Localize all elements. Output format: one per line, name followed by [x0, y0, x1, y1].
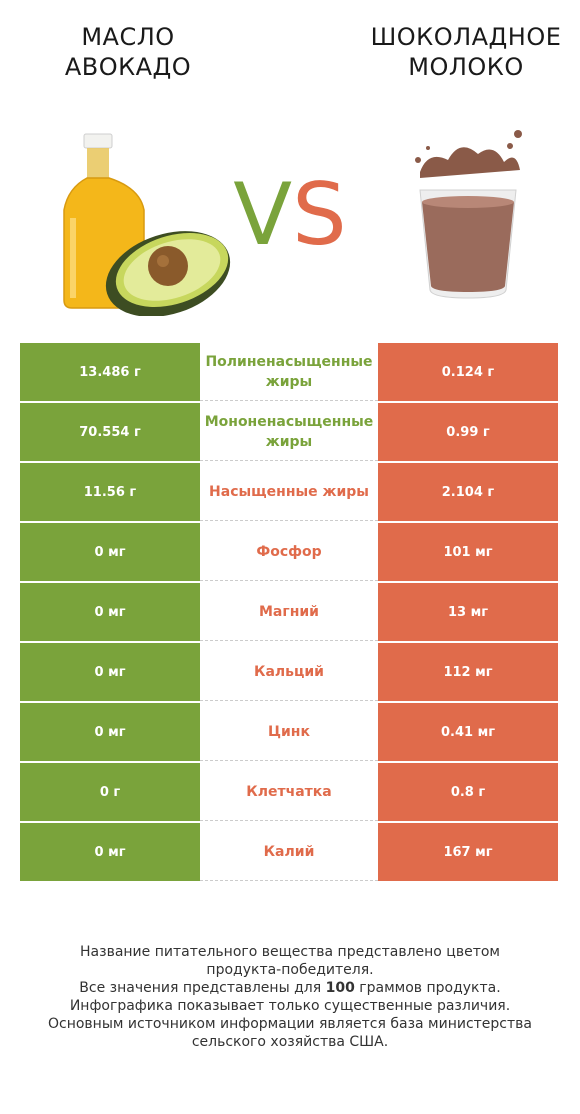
left-title-line1: МАСЛО: [81, 23, 175, 51]
left-value-cell: 13.486 г: [20, 343, 200, 401]
right-value-cell: 112 мг: [378, 643, 558, 701]
left-value-cell: 0 г: [20, 763, 200, 821]
vs-s-letter: S: [292, 165, 347, 265]
left-value-cell: 11.56 г: [20, 463, 200, 521]
table-row: 0 мг Цинк 0.41 мг: [20, 703, 558, 761]
nutrient-name-cell: Калий: [200, 823, 378, 881]
right-value-cell: 0.124 г: [378, 343, 558, 401]
footer-line-3-bold: 100: [325, 980, 355, 996]
footer-line-1: Название питательного вещества представл…: [80, 944, 500, 960]
left-value-cell: 0 мг: [20, 823, 200, 881]
left-title-line2: АВОКАДО: [64, 53, 192, 81]
nutrient-name-cell: Полиненасыщенные жиры: [200, 343, 378, 401]
footer-line-5: Основным источником информации является …: [48, 1016, 532, 1032]
table-row: 11.56 г Насыщенные жиры 2.104 г: [20, 463, 558, 521]
nutrient-name-cell: Цинк: [200, 703, 378, 761]
table-row: 0 мг Магний 13 мг: [20, 583, 558, 641]
left-value-cell: 0 мг: [20, 643, 200, 701]
left-value-cell: 70.554 г: [20, 403, 200, 461]
footer-line-3: Все значения представлены для 100 граммо…: [20, 979, 560, 997]
vs-v-letter: V: [233, 165, 293, 265]
nutrient-name-cell: Фосфор: [200, 523, 378, 581]
table-row: 0 мг Калий 167 мг: [20, 823, 558, 881]
table-row: 13.486 г Полиненасыщенные жиры 0.124 г: [20, 343, 558, 401]
footer-line-3-post: граммов продукта.: [354, 980, 501, 996]
left-value-cell: 0 мг: [20, 523, 200, 581]
footer-line-4: Инфографика показывает только существенн…: [69, 998, 511, 1014]
footer-line-3-pre: Все значения представлены для: [79, 980, 326, 996]
nutrient-name-cell: Мононенасыщенные жиры: [200, 403, 378, 461]
right-value-cell: 13 мг: [378, 583, 558, 641]
right-value-cell: 0.41 мг: [378, 703, 558, 761]
footer-line-6: сельского хозяйства США.: [191, 1034, 389, 1050]
comparison-table: 13.486 г Полиненасыщенные жиры 0.124 г 70.5…: [20, 343, 558, 883]
left-value-cell: 0 мг: [20, 703, 200, 761]
right-value-cell: 2.104 г: [378, 463, 558, 521]
right-title-line2: МОЛОКО: [408, 53, 524, 81]
nutrient-name-cell: Магний: [200, 583, 378, 641]
left-value-cell: 0 мг: [20, 583, 200, 641]
right-title-line1: ШОКОЛАДНОЕ: [370, 23, 562, 51]
footer-line-2: продукта-победителя.: [206, 962, 374, 978]
table-row: 0 мг Фосфор 101 мг: [20, 523, 558, 581]
table-row: 0 мг Кальций 112 мг: [20, 643, 558, 701]
footer-notes: Название питательного вещества представл…: [20, 943, 560, 1051]
nutrient-name-cell: Насыщенные жиры: [200, 463, 378, 521]
right-product-title: ШОКОЛАДНОЕ МОЛОКО: [346, 22, 580, 82]
right-value-cell: 0.99 г: [378, 403, 558, 461]
nutrient-name-cell: Клетчатка: [200, 763, 378, 821]
right-value-cell: 0.8 г: [378, 763, 558, 821]
left-product-title: МАСЛО АВОКАДО: [8, 22, 248, 82]
chocolate-milk-glass-image: [415, 130, 522, 299]
table-row: 0 г Клетчатка 0.8 г: [20, 763, 558, 821]
right-value-cell: 101 мг: [378, 523, 558, 581]
versus-label: VS: [222, 160, 358, 270]
nutrient-name-cell: Кальций: [200, 643, 378, 701]
right-value-cell: 167 мг: [378, 823, 558, 881]
oil-bottle-and-avocado-image: [63, 133, 231, 316]
table-row: 70.554 г Мононенасыщенные жиры 0.99 г: [20, 403, 558, 461]
